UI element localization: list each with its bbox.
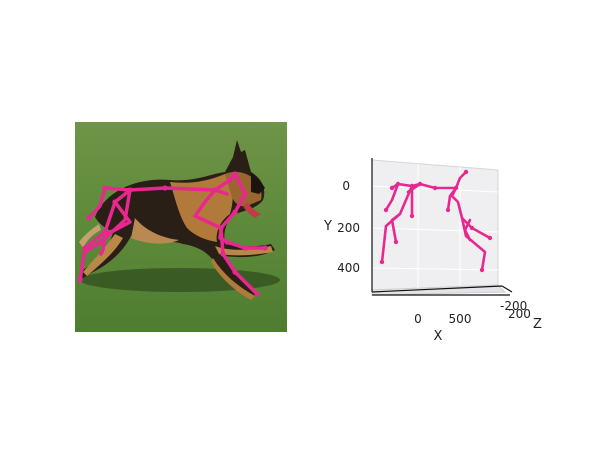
x-tick-500: 500 (449, 312, 472, 326)
y-axis-label: Y (323, 219, 332, 234)
y-tick-400: 400 (337, 261, 360, 275)
x-axis-label: X (434, 329, 443, 344)
pose-3d-plot: 0 200 400 Y 0 500 X -200 200 Z (300, 140, 580, 360)
y-tick-0: 0 (342, 179, 350, 193)
skeleton-2d-joints (77, 171, 268, 297)
x-tick-0: 0 (414, 312, 422, 326)
z-tick-neg200: -200 (500, 299, 527, 313)
z-axis-label: Z (533, 317, 542, 332)
skeleton-3d (380, 170, 492, 272)
skeleton-3d-joints (379, 169, 493, 273)
dog-photo (75, 122, 287, 332)
plot-axes (371, 158, 513, 296)
plot-back-pane (371, 159, 499, 291)
y-tick-200: 200 (337, 221, 360, 235)
z-tick-200: 200 (508, 307, 531, 321)
